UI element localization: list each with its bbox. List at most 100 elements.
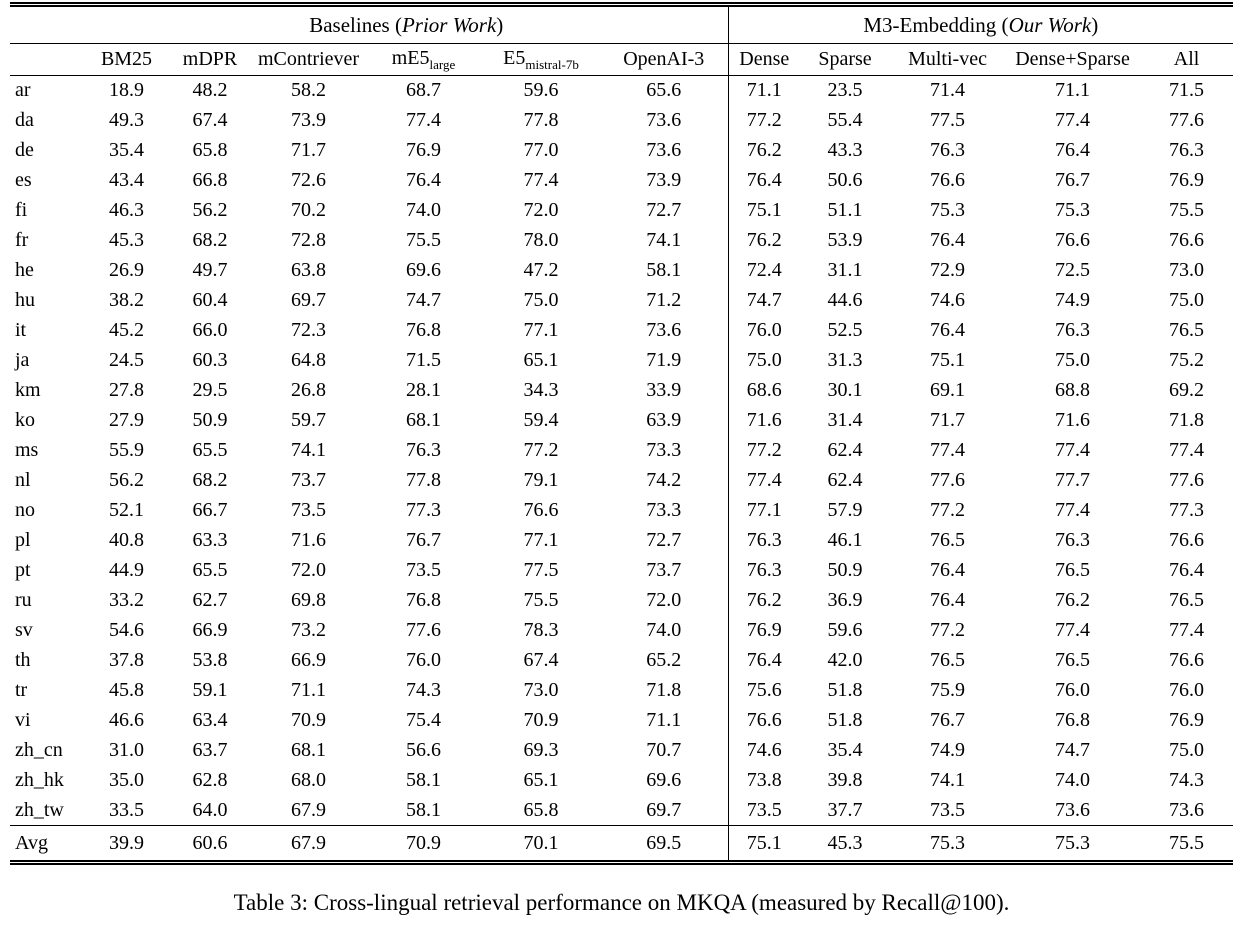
cell: 76.6	[727, 705, 801, 736]
cell: 74.0	[406, 199, 441, 221]
column-header-e5mistral: E5mistral-7b	[482, 43, 600, 76]
cell: 74.1	[930, 769, 966, 791]
cell: 73.3	[646, 499, 682, 521]
cell: 71.9	[646, 349, 682, 371]
cell: 73.2	[291, 619, 326, 641]
cell: 77.4	[727, 465, 801, 496]
cell: 69.2	[1169, 379, 1205, 401]
cell: 76.0	[727, 315, 801, 346]
cell: 67.9	[252, 825, 365, 865]
cell: 77.4	[406, 109, 441, 131]
cell: 29.5	[192, 379, 228, 401]
cell: 64.0	[192, 798, 228, 821]
cell: 76.4	[727, 645, 801, 676]
cell: 70.7	[646, 739, 682, 761]
cell: 58.1	[646, 259, 682, 281]
cell: 73.5	[727, 795, 801, 826]
cell: 58.2	[291, 79, 326, 102]
cell: 76.6	[523, 499, 559, 521]
cell: 70.9	[365, 825, 482, 865]
cell: 59.4	[523, 409, 559, 431]
group-label-text: )	[1091, 12, 1099, 37]
cell: 76.5	[1055, 649, 1091, 671]
cell: 73.6	[646, 319, 682, 341]
table-caption: Table 3: Cross-lingual retrieval perform…	[233, 890, 1010, 915]
column-label: mE5	[391, 46, 430, 69]
column-header-dense: Dense	[727, 43, 801, 76]
cell: 35.4	[827, 739, 863, 761]
cell: 63.3	[192, 529, 228, 551]
cell: 71.8	[1169, 409, 1205, 431]
cell: 33.9	[646, 379, 682, 401]
cell: 75.0	[727, 345, 801, 376]
column-label: mContriever	[257, 48, 360, 70]
cell: 74.0	[646, 619, 682, 641]
table-row: da 49.3 67.4 73.9 77.4 77.8 73.6 77.2 55.4 77.5 77…	[10, 105, 1233, 136]
cell: 28.1	[406, 379, 441, 401]
cell: 72.7	[646, 199, 682, 221]
cell: 71.5	[1169, 79, 1205, 102]
row-label: he	[15, 259, 34, 281]
cell: 59.6	[523, 79, 559, 102]
cell: 78.0	[523, 229, 559, 251]
cell: 45.2	[109, 319, 144, 341]
cell: 71.7	[291, 139, 326, 161]
cell: 62.4	[827, 439, 863, 461]
cell: 71.6	[727, 405, 801, 436]
cell: 62.7	[192, 589, 228, 611]
cell: 64.8	[291, 349, 326, 371]
cell: 73.6	[1055, 798, 1091, 821]
cell: 76.7	[406, 529, 441, 551]
cell: 76.2	[1055, 589, 1091, 611]
table-row: he 26.9 49.7 63.8 69.6 47.2 58.1 72.4 31.1 72.9 72…	[10, 255, 1233, 286]
cell: 76.3	[727, 525, 801, 556]
cell: 74.7	[727, 285, 801, 316]
row-label: zh_tw	[15, 798, 64, 821]
cell: 75.0	[1169, 289, 1205, 311]
cell: 77.8	[523, 109, 559, 131]
column-header-me5: mE5large	[365, 43, 482, 76]
column-label: Sparse	[818, 48, 872, 70]
group-label-text: )	[496, 12, 504, 37]
cell: 71.1	[291, 679, 326, 701]
cell: 65.5	[192, 559, 228, 581]
cell: 75.1	[727, 195, 801, 226]
cell: 23.5	[827, 79, 863, 102]
column-label: Dense+Sparse	[1015, 48, 1130, 70]
cell: 76.0	[1169, 679, 1205, 701]
cell: 75.5	[1140, 825, 1234, 865]
cell: 76.9	[1169, 709, 1205, 731]
table-row: sv 54.6 66.9 73.2 77.6 78.3 74.0 76.9 59.6 77.2 77…	[10, 615, 1233, 646]
row-label: ms	[15, 439, 39, 461]
table-row: ms 55.9 65.5 74.1 76.3 77.2 73.3 77.2 62.4 77.4 77…	[10, 435, 1233, 466]
cell: 49.3	[109, 109, 144, 131]
table-row: hu 38.2 60.4 69.7 74.7 75.0 71.2 74.7 44.6 74.6 74…	[10, 285, 1233, 316]
cell: 75.4	[406, 709, 441, 731]
cell: 76.6	[1169, 649, 1205, 671]
table-row: pl 40.8 63.3 71.6 76.7 77.1 72.7 76.3 46.1 76.5 76…	[10, 525, 1233, 556]
table-row: no 52.1 66.7 73.5 77.3 76.6 73.3 77.1 57.9 77.2 77…	[10, 495, 1233, 526]
cell: 51.1	[827, 199, 863, 221]
table-row: it 45.2 66.0 72.3 76.8 77.1 73.6 76.0 52.5 76.4 76…	[10, 315, 1233, 346]
cell: 72.4	[727, 255, 801, 286]
row-label: de	[15, 139, 34, 161]
cell: 77.1	[727, 495, 801, 526]
row-label: pt	[15, 559, 31, 581]
cell: 59.6	[827, 619, 863, 641]
cell: 60.3	[192, 349, 228, 371]
cell: 71.5	[406, 349, 441, 371]
table-row: Avg 39.9 60.6 67.9 70.9 70.1 69.5 75.1 45.3 75.3 7…	[10, 825, 1234, 865]
cell: 39.8	[827, 769, 863, 791]
cell: 48.2	[192, 79, 228, 102]
column-header-row: BM25 mDPR mContriever mE5large E5mistral…	[10, 43, 1234, 76]
cell: 75.3	[1055, 199, 1091, 221]
cell: 76.4	[930, 319, 966, 341]
table-row: fi 46.3 56.2 70.2 74.0 72.0 72.7 75.1 51.1 75.3 75…	[10, 195, 1233, 226]
cell: 77.4	[930, 439, 966, 461]
cell: 63.7	[192, 739, 228, 761]
column-label: Multi-vec	[908, 48, 987, 70]
cell: 77.4	[1055, 439, 1091, 461]
cell: 76.8	[406, 319, 441, 341]
cell: 75.5	[406, 229, 441, 251]
cell: 75.0	[1169, 739, 1205, 761]
